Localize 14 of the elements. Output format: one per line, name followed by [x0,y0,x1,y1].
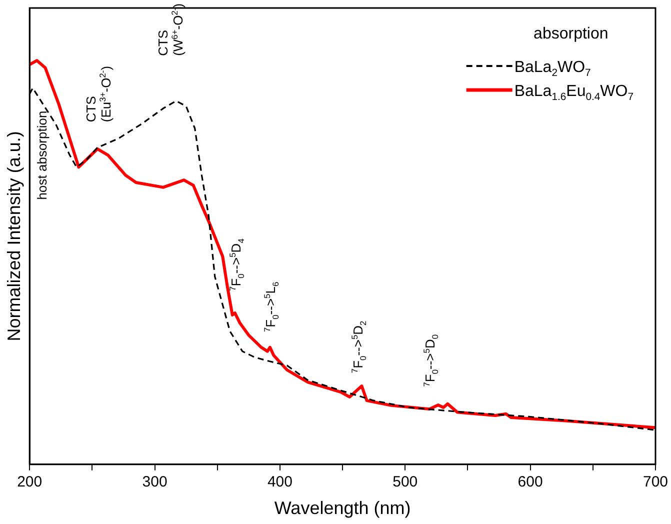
x-tick-label: 200 [17,474,42,491]
x-axis-title: Wavelength (nm) [274,498,411,518]
y-axis-title: Normalized Intensity (a.u.) [4,131,24,342]
annotation: 7F0-->5D0 [422,334,440,387]
x-tick-label: 500 [392,474,418,491]
annotation: 7F0-->5L6 [262,282,280,332]
x-tick-label: 400 [267,474,292,491]
annotation: 7F0-->5D4 [227,238,246,291]
annotation: host absorption [34,110,50,200]
annotation: 7F0-->5D2 [350,320,368,374]
x-tick-label: 600 [518,474,543,491]
x-tick-label: 700 [642,474,668,491]
legend-title: absorption [534,25,608,42]
x-tick-label: 300 [142,474,168,491]
